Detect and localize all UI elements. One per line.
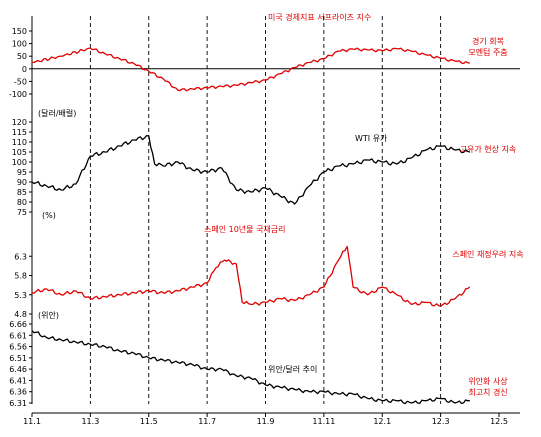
wti-series-label: WTI 유가 xyxy=(355,134,388,143)
cny-y-tick-label: 6.51 xyxy=(9,354,27,363)
cny-y-tick-label: 6.61 xyxy=(9,331,27,340)
cny-y-tick-label: 6.66 xyxy=(9,320,27,329)
cny-y-tick-label: 6.46 xyxy=(9,365,27,374)
cny-y-tick-label: 6.56 xyxy=(9,343,27,352)
wti-y-tick-label: 85 xyxy=(17,188,27,197)
spain-series-label: 스페인 10년물 국채금리 xyxy=(204,224,286,234)
x-tick-label: 12.5 xyxy=(490,417,508,426)
cny-unit-label: (위안) xyxy=(38,310,59,320)
cny-note-line: 최고치 경신 xyxy=(468,387,507,397)
x-tick-label: 11.3 xyxy=(81,417,99,426)
wti-note-line: 고유가 현상 지속 xyxy=(460,144,517,154)
spain-y-tick-label: 5.3 xyxy=(14,291,27,300)
x-tick-label: 11.5 xyxy=(140,417,158,426)
spain-unit-label: (%) xyxy=(42,211,56,220)
series-lines xyxy=(31,47,471,405)
wti-y-tick-label: 95 xyxy=(17,168,27,177)
surprise-y-tick-label: 0 xyxy=(22,65,27,74)
wti-series-line xyxy=(31,134,470,205)
cny-y-tick-label: 6.31 xyxy=(9,399,27,408)
wti-y-tick-label: 120 xyxy=(12,118,27,127)
cny-series-line xyxy=(31,330,470,405)
x-tick-label: 11.11 xyxy=(312,417,335,426)
labels: 11.1 11.3 11.5 11.7 11.9 11.11 12.1 12.3 12.5 150… xyxy=(9,12,524,426)
cny-y-tick-label: 6.36 xyxy=(9,388,27,397)
surprise-note-line: 모멘텀 주춤 xyxy=(468,47,507,57)
surprise-y-tick-label: 100 xyxy=(12,40,27,49)
wti-y-tick-label: 75 xyxy=(17,208,27,217)
surprise-note-line: 경기 회복 xyxy=(472,36,504,46)
wti-unit-label: (달러/배럴) xyxy=(38,109,76,118)
wti-y-tick-label: 90 xyxy=(17,178,27,187)
x-tick-label: 12.3 xyxy=(432,417,450,426)
wti-y-tick-label: 110 xyxy=(12,138,27,147)
wti-y-tick-label: 100 xyxy=(12,158,27,167)
cny-note-line: 위안화 사상 xyxy=(468,376,508,386)
x-tick-label: 11.9 xyxy=(257,417,275,426)
cny-series-label: 위안/달러 추이 xyxy=(268,364,317,374)
wti-y-tick-label: 115 xyxy=(12,128,27,137)
x-tick-label: 11.1 xyxy=(23,417,41,426)
wti-y-tick-label: 80 xyxy=(17,198,27,207)
spain-series-line xyxy=(31,245,471,307)
surprise-series-line xyxy=(31,47,471,92)
spain-y-tick-label: 6.3 xyxy=(14,252,27,261)
wti-y-tick-label: 105 xyxy=(12,148,27,157)
surprise-series-label: 미국 경제지표 서프라이즈 지수 xyxy=(268,12,371,22)
surprise-y-tick-label: -50 xyxy=(14,77,27,86)
spain-y-tick-label: 4.8 xyxy=(14,310,27,319)
cny-y-tick-label: 6.41 xyxy=(9,376,27,385)
surprise-y-tick-label: -100 xyxy=(9,90,27,99)
spain-y-tick-label: 5.8 xyxy=(14,272,27,281)
x-tick-label: 11.7 xyxy=(198,417,216,426)
spain-note-line: 스페인 재정우려 지속 xyxy=(452,249,523,259)
axes xyxy=(29,16,520,417)
surprise-y-tick-label: 50 xyxy=(17,52,27,61)
x-tick-label: 12.1 xyxy=(373,417,391,426)
surprise-y-tick-label: 150 xyxy=(12,27,27,36)
vertical-guide-lines xyxy=(89,16,442,404)
